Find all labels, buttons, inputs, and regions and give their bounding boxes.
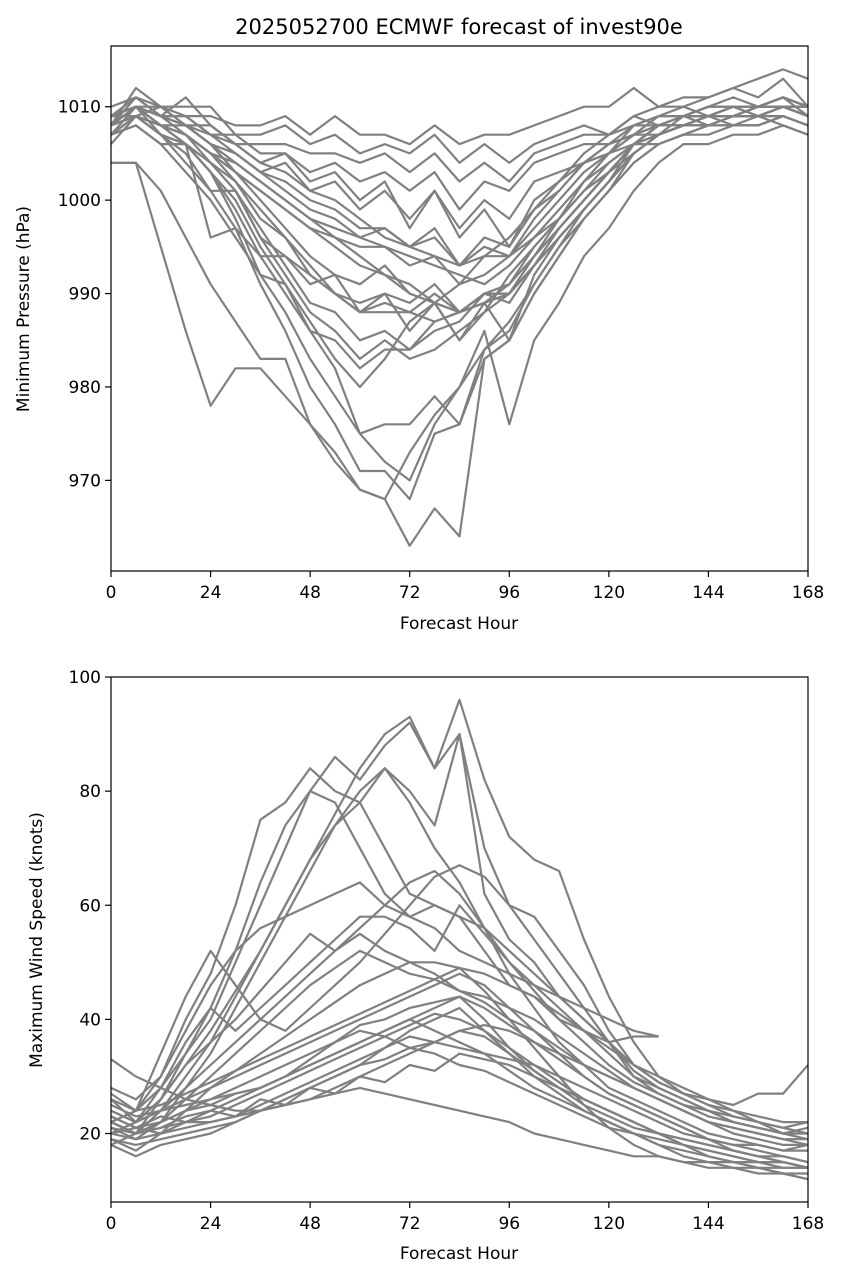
wind-member-line-18 — [111, 1023, 808, 1147]
pressure-y-tick-label: 1000 — [58, 191, 101, 211]
pressure-member-line-22 — [111, 124, 808, 482]
wind-member-line-22 — [111, 1006, 808, 1169]
wind-series-layer — [111, 698, 808, 1181]
wind-member-line-15 — [111, 1018, 808, 1175]
wind-member-line-0 — [111, 767, 808, 1152]
wind-x-tick-label: 96 — [498, 1214, 520, 1234]
wind-member-line-4 — [111, 789, 659, 1135]
wind-member-line-20 — [111, 1052, 808, 1169]
pressure-y-axis-label: Minimum Pressure (hPa) — [14, 206, 34, 412]
pressure-member-line-24 — [111, 105, 808, 314]
pressure-member-line-26 — [111, 96, 808, 267]
wind-member-line-24 — [111, 966, 808, 1181]
wind-member-line-7 — [111, 869, 808, 1135]
wind-y-tick-label: 60 — [79, 896, 101, 916]
pressure-chart: 2025052700 ECMWF forecast of invest90e 0… — [14, 15, 824, 634]
wind-x-axis-label: Forecast Hour — [400, 1244, 518, 1264]
pressure-ticks-layer: 0 24 48 72 96 120 144 168 970 980 990 1000 1010 — [58, 98, 824, 603]
wind-y-tick-label: 20 — [79, 1125, 101, 1145]
chart-title: 2025052700 ECMWF forecast of invest90e — [235, 15, 683, 39]
wind-x-tick-label: 24 — [200, 1214, 222, 1234]
pressure-x-tick-label: 120 — [593, 583, 625, 603]
pressure-y-tick-label: 990 — [69, 285, 101, 305]
wind-y-tick-label: 100 — [69, 668, 101, 688]
wind-ticks-layer: 0 24 48 72 96 120 144 168 20 40 60 80 100 — [69, 668, 825, 1234]
pressure-x-tick-label: 72 — [399, 583, 421, 603]
pressure-member-line-23 — [111, 105, 808, 342]
wind-x-tick-label: 48 — [299, 1214, 321, 1234]
wind-member-line-9 — [111, 904, 808, 1135]
wind-x-tick-label: 0 — [106, 1214, 117, 1234]
pressure-x-axis-label: Forecast Hour — [400, 614, 518, 634]
wind-member-line-6 — [111, 881, 808, 1135]
wind-x-tick-label: 168 — [792, 1214, 824, 1234]
pressure-y-tick-label: 1010 — [58, 98, 101, 118]
wind-y-tick-label: 40 — [79, 1010, 101, 1030]
pressure-x-tick-label: 168 — [792, 583, 824, 603]
pressure-series-layer — [111, 68, 808, 547]
wind-y-tick-label: 80 — [79, 782, 101, 802]
wind-member-line-5 — [111, 767, 659, 1124]
wind-member-line-19 — [111, 1029, 808, 1169]
pressure-y-tick-label: 980 — [69, 378, 101, 398]
wind-member-line-25 — [111, 1086, 808, 1169]
wind-chart: 0 24 48 72 96 120 144 168 20 40 60 80 100 Forecast H… — [27, 668, 824, 1264]
wind-y-axis-label: Maximum Wind Speed (knots) — [27, 812, 47, 1068]
wind-plot-frame — [110, 676, 809, 1203]
pressure-x-tick-label: 96 — [498, 583, 520, 603]
pressure-plot-frame — [110, 45, 809, 572]
pressure-member-line-4 — [111, 96, 808, 164]
wind-x-tick-label: 72 — [399, 1214, 421, 1234]
pressure-x-tick-label: 24 — [200, 583, 222, 603]
pressure-member-line-3 — [111, 68, 808, 146]
pressure-x-tick-label: 0 — [106, 583, 117, 603]
pressure-x-tick-label: 48 — [299, 583, 321, 603]
wind-x-tick-label: 120 — [593, 1214, 625, 1234]
pressure-x-tick-label: 144 — [692, 583, 724, 603]
wind-member-line-1 — [111, 698, 808, 1112]
wind-x-tick-label: 144 — [692, 1214, 724, 1234]
pressure-y-tick-label: 970 — [69, 471, 101, 491]
